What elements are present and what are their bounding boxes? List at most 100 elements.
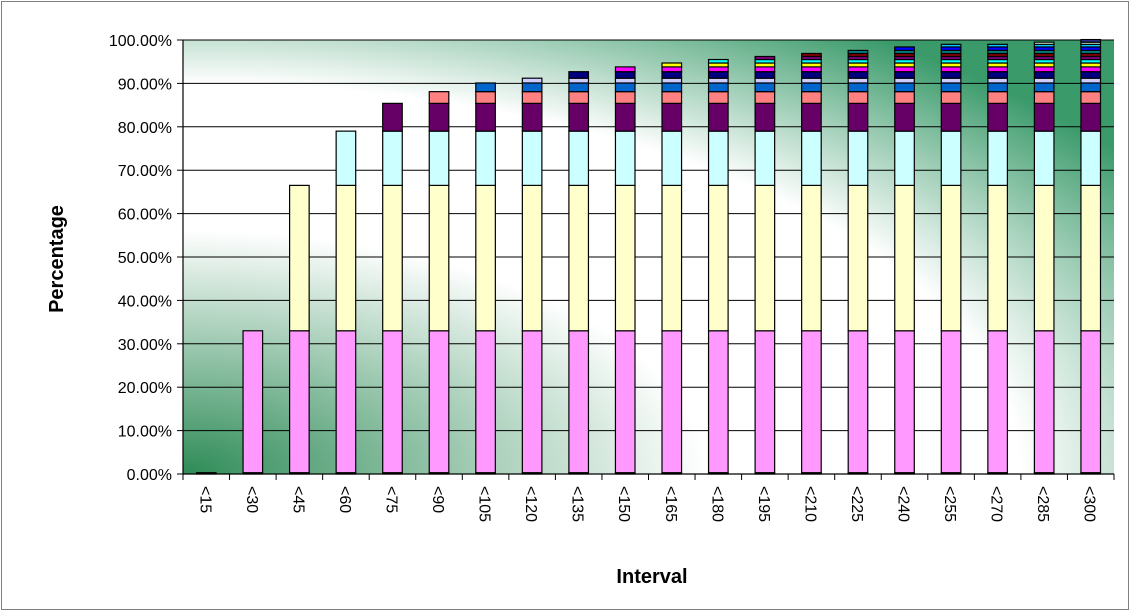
bar-segment	[894, 184, 915, 332]
bar-segment	[987, 330, 1009, 474]
bar-segment	[801, 91, 822, 104]
bar-segment	[335, 184, 357, 332]
bar-segment	[847, 82, 869, 93]
bar-segment	[847, 184, 869, 332]
bar-segment	[614, 77, 636, 84]
y-tick-label: 90.00%	[118, 76, 172, 93]
bar-segment	[894, 91, 915, 104]
bar-segment	[661, 62, 683, 68]
bar-segment	[987, 71, 1009, 79]
bar-segment	[242, 330, 264, 474]
bar-segment	[940, 43, 962, 48]
bar-segment	[521, 102, 543, 132]
bar-segment	[754, 102, 776, 132]
bar-segment	[288, 184, 310, 332]
y-axis-title: Percentage	[46, 205, 68, 313]
bar-segment	[475, 82, 496, 93]
bar-segment	[801, 102, 822, 132]
bar-segment	[847, 49, 869, 55]
bar-segment	[940, 91, 962, 104]
x-tick-label: <225	[848, 486, 865, 522]
bar-segment	[614, 130, 636, 186]
bar-segment	[521, 130, 543, 186]
bar-segment	[568, 102, 590, 132]
bar-segment	[754, 55, 776, 61]
bar-segment	[707, 130, 729, 186]
bar-segment	[801, 66, 822, 73]
x-axis-title: Interval	[616, 566, 687, 588]
y-tick-label: 60.00%	[118, 207, 172, 224]
bar-segment	[661, 91, 683, 104]
bar-segment	[521, 184, 543, 332]
bar-segment	[754, 330, 776, 474]
bar-segment	[568, 77, 590, 84]
bar-segment	[1033, 66, 1055, 73]
bar-segment	[614, 184, 636, 332]
bar-segment	[614, 82, 636, 93]
bar-segment	[661, 102, 683, 132]
bar-segment	[894, 77, 915, 84]
bar-segment	[894, 66, 915, 73]
bar-segment	[707, 66, 729, 73]
bar-segment	[661, 130, 683, 186]
bar-segment	[661, 77, 683, 84]
bar-segment	[940, 66, 962, 73]
bar-segment	[1080, 130, 1102, 186]
y-tick-label: 70.00%	[118, 163, 172, 180]
bar-segment	[1080, 330, 1102, 474]
bar-segment	[614, 66, 636, 73]
bar-segment	[847, 77, 869, 84]
x-tick-label: <195	[755, 486, 772, 522]
bar-segment	[521, 91, 543, 104]
bar-segment	[754, 91, 776, 104]
bar-segment	[1080, 71, 1102, 79]
bar-segment	[707, 58, 729, 64]
bar-segment	[940, 330, 962, 474]
bar-segment	[568, 330, 590, 474]
bar-segment	[754, 130, 776, 186]
bar-segment	[987, 91, 1009, 104]
y-tick-label: 80.00%	[118, 120, 172, 137]
bar-segment	[428, 130, 450, 186]
bar-segment	[894, 71, 915, 79]
axes	[182, 40, 1114, 475]
bar-segment	[940, 82, 962, 93]
bar-segment	[987, 184, 1009, 332]
bar-segment	[847, 102, 869, 132]
bar-segment	[475, 184, 496, 332]
bar-segment	[661, 184, 683, 332]
bar-segment	[987, 102, 1009, 132]
bar-segment	[1033, 102, 1055, 132]
x-tick-label: <135	[569, 486, 586, 522]
bar-segment	[940, 102, 962, 132]
bar-segment	[475, 130, 496, 186]
bar-segment	[428, 91, 450, 104]
bar-segment	[661, 82, 683, 93]
bar-segment	[1033, 330, 1055, 474]
bar-segment	[568, 91, 590, 104]
x-tick-label: <60	[336, 486, 353, 513]
bar-segment	[707, 184, 729, 332]
y-tick-label: 20.00%	[118, 380, 172, 397]
x-tick-label: <240	[895, 486, 912, 522]
bar-segment	[987, 66, 1009, 73]
bar-segment	[1033, 184, 1055, 332]
bar-segment	[475, 91, 496, 104]
bar-segment	[568, 184, 590, 332]
x-tick-label: <30	[243, 486, 260, 513]
bar-segment	[1080, 38, 1102, 43]
y-tick-label: 40.00%	[118, 293, 172, 310]
bar-segment	[1080, 91, 1102, 104]
y-tick-label: 30.00%	[118, 337, 172, 354]
bar-segment	[335, 130, 357, 186]
x-tick-labels: <15 <30 <45 <60 <75 <90 <105 <120 <135 <150 <165 <1…	[196, 486, 1097, 522]
bar-segment	[1033, 82, 1055, 93]
bar-segment	[335, 330, 357, 474]
bar-segment	[707, 77, 729, 84]
bar-segment	[428, 184, 450, 332]
bar-segment	[754, 71, 776, 79]
x-tick-label: <75	[382, 486, 399, 513]
bar-segment	[847, 330, 869, 474]
x-tick-label: <255	[941, 486, 958, 522]
